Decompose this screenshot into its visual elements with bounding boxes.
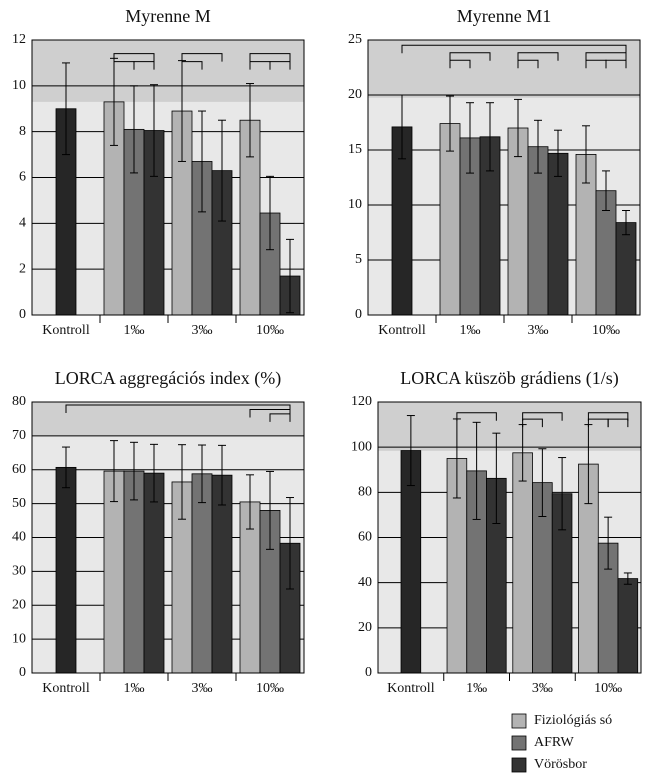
y-tick-label: 5 [355,252,362,267]
y-tick-label: 0 [19,665,26,680]
x-tick-label: 1‰ [124,323,145,338]
significance-bracket [607,418,629,428]
bar [143,472,165,674]
y-tick-label: 30 [12,564,26,579]
y-tick-label: 6 [19,170,26,185]
y-tick-label: 100 [351,439,372,454]
y-tick-label: 40 [358,575,372,590]
y-tick-label: 12 [12,32,26,47]
x-tick-label: 1‰ [124,681,145,696]
y-tick-label: 10 [12,78,26,93]
y-tick-label: 20 [348,87,362,102]
legend-label: Fiziológiás só [534,713,612,728]
y-tick-label: 70 [12,428,26,443]
plot-frame [31,39,305,316]
y-tick-label: 0 [365,665,372,680]
significance-bracket [249,53,291,62]
y-tick-label: 10 [12,631,26,646]
significance-bracket [181,61,203,70]
bar [439,123,461,316]
x-tick-label: Kontroll [42,323,90,338]
significance-bracket [522,418,543,428]
significance-bracket [517,59,539,69]
significance-bracket [449,52,491,61]
y-tick-label: 8 [19,124,26,139]
x-tick-label: Kontroll [378,323,426,338]
y-tick-label: 0 [355,307,362,322]
y-tick-label: 2 [19,261,26,276]
x-tick-label: 3‰ [528,323,549,338]
plot-frame [367,39,641,316]
y-tick-label: 40 [12,530,26,545]
x-tick-label: 10‰ [592,323,620,338]
significance-bracket [449,59,471,69]
significance-bracket [401,44,627,54]
y-tick-label: 60 [12,462,26,477]
x-tick-label: 1‰ [466,681,487,696]
significance-bracket [587,412,629,421]
chart-title: LORCA küszöb grádiens (1/s) [400,368,618,389]
legend-label: AFRW [534,735,574,750]
plot-frame [31,401,305,674]
legend-swatch [511,735,527,751]
significance-bracket [133,61,155,70]
y-tick-label: 25 [348,32,362,47]
significance-band [32,40,304,102]
significance-band [32,402,304,436]
bar [617,578,639,674]
bar [55,466,77,674]
significance-bracket [113,53,155,62]
x-tick-label: Kontroll [387,681,435,696]
plot-frame [377,401,642,674]
y-tick-label: 80 [358,485,372,500]
y-tick-label: 15 [348,142,362,157]
y-tick-label: 20 [12,597,26,612]
significance-bracket [456,412,497,421]
y-tick-label: 20 [358,620,372,635]
x-tick-label: 10‰ [256,323,284,338]
legend-swatch [511,757,527,773]
bar [615,222,637,316]
legend-swatch [511,713,527,729]
significance-bracket [269,61,291,70]
x-tick-label: Kontroll [42,681,90,696]
y-tick-label: 50 [12,496,26,511]
bar [512,452,533,674]
x-tick-label: 10‰ [256,681,284,696]
x-tick-label: 3‰ [192,323,213,338]
y-tick-label: 80 [12,394,26,409]
y-tick-label: 0 [19,307,26,322]
significance-band [368,40,640,98]
significance-band [378,402,641,451]
bar [191,473,213,674]
x-tick-label: 3‰ [532,681,553,696]
x-tick-label: 3‰ [192,681,213,696]
y-tick-label: 60 [358,530,372,545]
significance-bracket [269,413,291,422]
x-tick-label: 10‰ [594,681,622,696]
y-tick-label: 4 [19,216,26,231]
bar [123,470,145,674]
legend-label: Vörösbor [534,757,587,772]
y-tick-label: 10 [348,197,362,212]
chart-title: Myrenne M [125,6,210,26]
significance-bracket [181,53,223,62]
significance-bracket [517,52,559,61]
chart-title: LORCA aggregációs index (%) [55,368,281,389]
chart-title: Myrenne M1 [457,6,551,26]
y-tick-label: 120 [351,394,372,409]
significance-bracket [522,412,563,421]
x-tick-label: 1‰ [460,323,481,338]
significance-bracket [605,59,627,69]
bar [547,152,569,316]
significance-bracket [585,52,627,61]
